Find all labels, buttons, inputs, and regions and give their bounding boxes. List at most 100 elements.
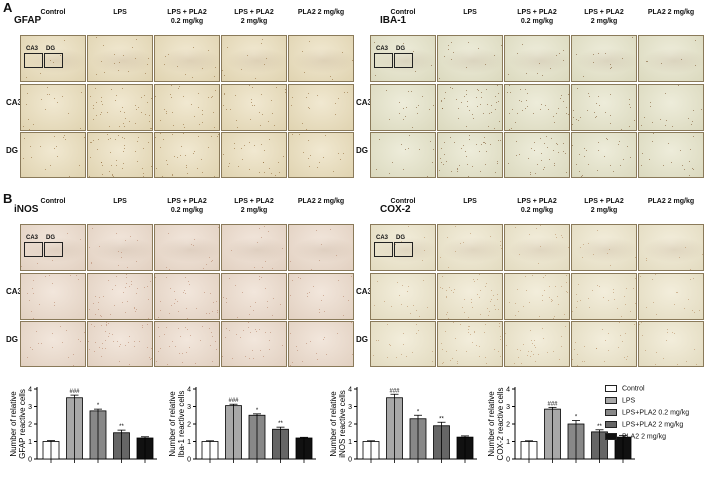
- micrograph-tile: [437, 224, 503, 271]
- micrograph-tile: [370, 132, 436, 178]
- stained-cells: [289, 36, 290, 37]
- legend-item: LPS+PLA2 0.2 mg/kg: [605, 409, 689, 419]
- micrograph-tile: [87, 132, 153, 178]
- legend-item: LPS: [605, 397, 635, 407]
- column-header: LPS + PLA2 0.2 mg/kg: [517, 9, 557, 25]
- stained-cells: [639, 85, 640, 86]
- column-header: LPS + PLA2 0.2 mg/kg: [167, 9, 207, 25]
- micrograph-tile: [638, 132, 704, 178]
- roi-label: DG: [396, 235, 405, 241]
- micrograph-tile: [504, 132, 570, 178]
- micrograph-tile: [370, 321, 436, 367]
- micrograph-tile: [87, 84, 153, 131]
- micrograph-tile: [370, 273, 436, 320]
- column-header: PLA2 2 mg/kg: [647, 198, 695, 205]
- column-header: Control: [390, 198, 416, 205]
- column-header: LPS + PLA2 2 mg/kg: [584, 9, 624, 25]
- roi-box: CA3: [24, 46, 43, 68]
- roi-box: DG: [44, 46, 63, 68]
- y-tick-label: 2: [28, 422, 32, 429]
- micrograph-tile: [571, 35, 637, 82]
- y-tick-label: 3: [506, 404, 510, 411]
- stained-cells: [155, 85, 156, 86]
- stained-cells: [21, 85, 22, 86]
- y-tick-label: 4: [348, 387, 352, 394]
- stained-cells: [222, 85, 223, 86]
- roi-label: CA3: [376, 46, 389, 52]
- micrograph-tile: [638, 84, 704, 131]
- y-tick-label: 1: [348, 439, 352, 446]
- micrograph-tile: [288, 321, 354, 367]
- roi-box: DG: [394, 235, 413, 257]
- legend-swatch: [605, 433, 617, 440]
- stained-cells: [289, 274, 290, 275]
- y-tick-label: 4: [187, 387, 191, 394]
- roi-label: CA3: [376, 235, 389, 241]
- row-label: DG: [6, 335, 18, 344]
- micrograph-tile: [638, 35, 704, 82]
- micrograph-tile: [154, 273, 220, 320]
- micrograph-tile: [571, 84, 637, 131]
- stained-cells: [88, 225, 89, 226]
- y-tick-label: 4: [28, 387, 32, 394]
- row-label: DG: [356, 335, 368, 344]
- y-tick-label: 3: [187, 404, 191, 411]
- legend-swatch: [605, 409, 617, 416]
- stain-title-inos: iNOS: [14, 204, 39, 215]
- stained-cells: [438, 322, 439, 323]
- stained-cells: [222, 36, 223, 37]
- stained-cells: [21, 322, 22, 323]
- stained-cells: [222, 322, 223, 323]
- stained-cells: [88, 85, 89, 86]
- stained-cells: [639, 133, 640, 134]
- stained-cells: [371, 274, 372, 275]
- stained-cells: [438, 274, 439, 275]
- stained-cells: [572, 225, 573, 226]
- micrograph-tile: [20, 132, 86, 178]
- stained-cells: [639, 274, 640, 275]
- micrograph-tile: [504, 35, 570, 82]
- micrograph-tile: [87, 321, 153, 367]
- micrograph-tile: [437, 35, 503, 82]
- stained-cells: [438, 133, 439, 134]
- column-header: LPS + PLA2 2 mg/kg: [584, 198, 624, 214]
- stained-cells: [21, 36, 22, 37]
- micrograph-tile: [87, 224, 153, 271]
- column-header: PLA2 2 mg/kg: [647, 9, 695, 16]
- micrograph-tile: [87, 273, 153, 320]
- column-header: LPS + PLA2 2 mg/kg: [234, 198, 274, 214]
- column-header: Control: [390, 9, 416, 16]
- micrograph-tile: [437, 84, 503, 131]
- micrograph-tile: [288, 35, 354, 82]
- stained-cells: [371, 225, 372, 226]
- y-tick-label: 4: [506, 387, 510, 394]
- micrograph-tile: [370, 84, 436, 131]
- column-header: LPS + PLA2 2 mg/kg: [234, 9, 274, 25]
- micrograph-tile: [221, 132, 287, 178]
- stained-cells: [505, 36, 506, 37]
- stained-cells: [505, 274, 506, 275]
- legend-item: Control: [605, 385, 645, 395]
- stained-cells: [371, 85, 372, 86]
- stained-cells: [88, 133, 89, 134]
- y-tick-label: 2: [506, 422, 510, 429]
- legend-item: LPS+PLA2 2 mg/kg: [605, 421, 683, 431]
- micrograph-tile: [504, 84, 570, 131]
- micrograph-tile: [638, 273, 704, 320]
- micrograph-tile: [221, 224, 287, 271]
- column-header: PLA2 2 mg/kg: [297, 198, 345, 205]
- legend-item: PLA2 2 mg/kg: [605, 433, 666, 443]
- y-axis-label: Number of relativeCOX-2 reactive cells: [487, 388, 505, 461]
- micrograph-tile: [221, 273, 287, 320]
- panel-letter-b: B: [3, 191, 13, 206]
- stained-cells: [155, 36, 156, 37]
- roi-box: CA3: [374, 46, 393, 68]
- y-tick-label: 0: [28, 457, 32, 464]
- micrograph-tile: [437, 132, 503, 178]
- micrograph-tile: [221, 321, 287, 367]
- roi-box: DG: [394, 46, 413, 68]
- micrograph-tile: [437, 273, 503, 320]
- column-header: LPS: [463, 9, 477, 16]
- micrograph-tile: [504, 224, 570, 271]
